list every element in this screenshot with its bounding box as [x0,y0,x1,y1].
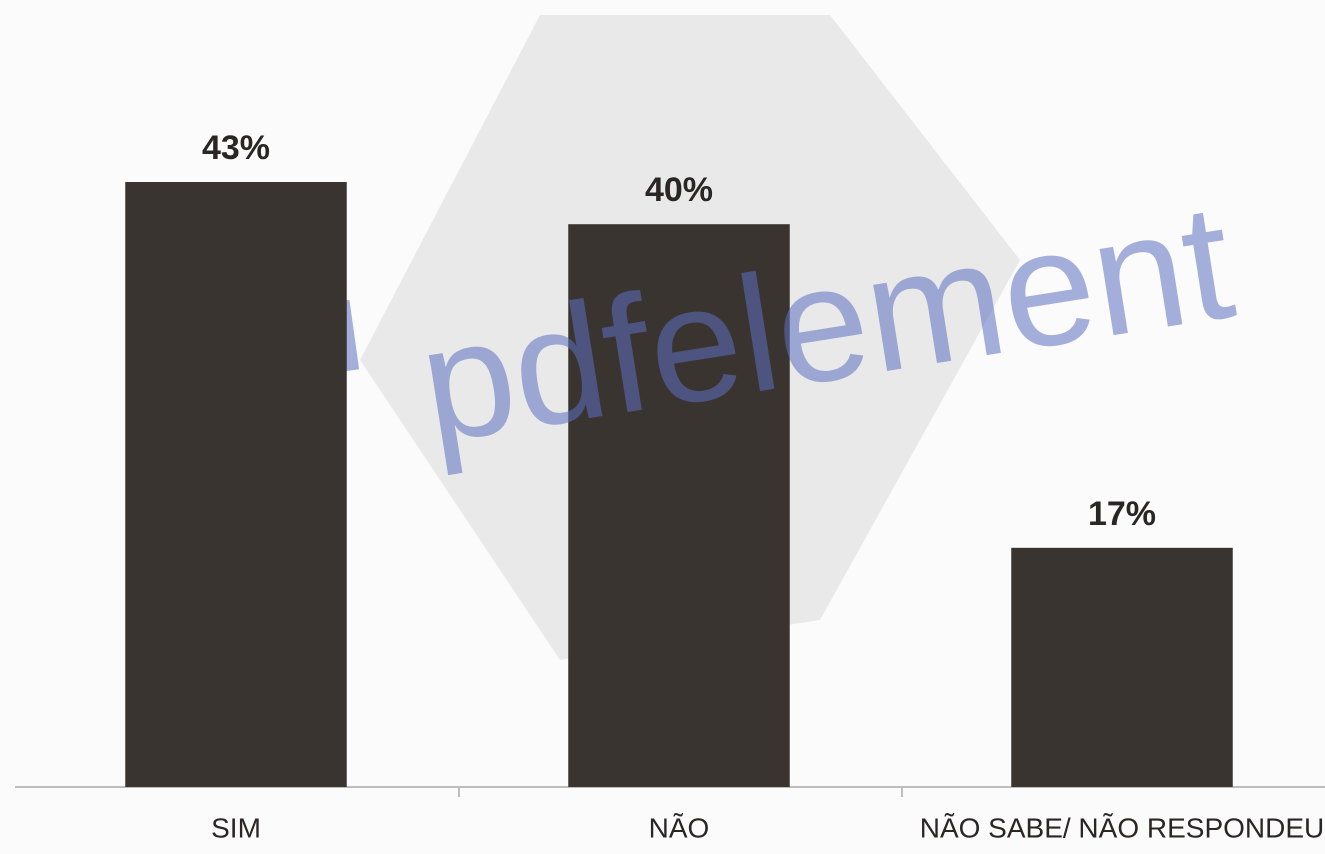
x-tick-label: NÃO SABE/ NÃO RESPONDEU [920,812,1325,843]
x-tick-label: SIM [211,812,261,843]
bar [568,224,790,787]
x-tick-label: NÃO [649,812,710,843]
data-label: 17% [1088,495,1156,533]
bar [125,181,347,788]
data-label: 40% [645,171,713,209]
bar [1011,547,1233,787]
data-label: 43% [202,129,270,167]
